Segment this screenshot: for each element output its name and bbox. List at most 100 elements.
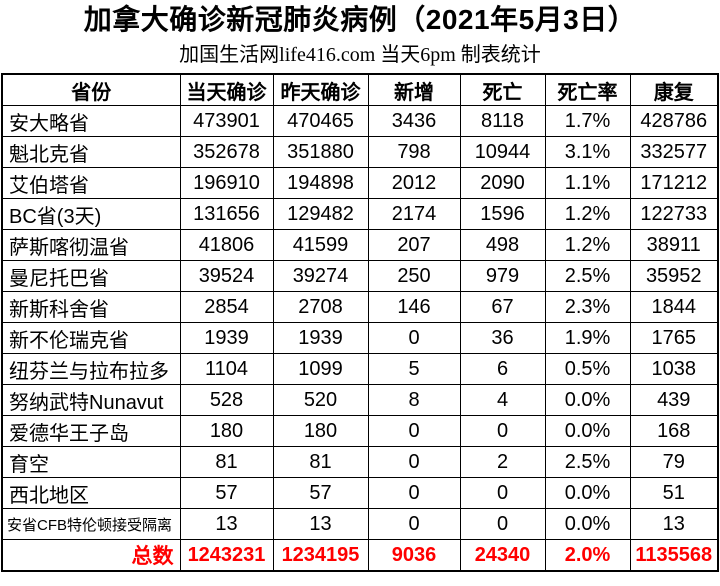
deaths-cell: 2090 [459,167,546,199]
province-name-cell: 努纳武特Nunavut [1,384,181,416]
header-recovered: 康复 [629,73,719,106]
deaths-cell: 67 [459,291,546,323]
deaths-cell: 979 [459,260,546,292]
province-name-cell: 西北地区 [1,477,181,509]
page-title: 加拿大确诊新冠肺炎病例（2021年5月3日） [83,4,637,35]
death-rate-cell: 3.1% [544,136,631,168]
table-header: 省份 当天确诊 昨天确诊 新增 死亡 死亡率 康复 [1,73,719,106]
death-rate-cell: 0.0% [544,415,631,447]
yesterday-confirmed-cell: 520 [272,384,369,416]
header-row: 省份 当天确诊 昨天确诊 新增 死亡 死亡率 康复 [1,73,719,106]
recovered-cell: 122733 [629,198,719,230]
header-deaths: 死亡 [459,73,546,106]
table-row: 萨斯喀彻温省 41806 41599 207 498 1.2% 38911 [1,229,719,261]
table-row: 安大略省 473901 470465 3436 8118 1.7% 428786 [1,105,719,137]
table-row: 爱德华王子岛 180 180 0 0 0.0% 168 [1,415,719,447]
today-confirmed-cell: 473901 [179,105,274,137]
page-subtitle: 加国生活网life416.com 当天6pm 制表统计 [179,44,541,66]
table-row: 西北地区 57 57 0 0 0.0% 51 [1,477,719,509]
new-cases-cell: 8 [367,384,461,416]
death-rate-cell: 0.0% [544,477,631,509]
province-name-cell: 育空 [1,446,181,478]
province-name-cell: BC省(3天) [1,198,181,230]
province-name-cell: 纽芬兰与拉布拉多 [1,353,181,385]
table-row: 艾伯塔省 196910 194898 2012 2090 1.1% 171212 [1,167,719,199]
today-confirmed-cell: 1939 [179,322,274,354]
province-name-cell: 新不伦瑞克省 [1,322,181,354]
total-recovered: 1135568 [629,539,719,572]
yesterday-confirmed-cell: 129482 [272,198,369,230]
today-confirmed-cell: 39524 [179,260,274,292]
yesterday-confirmed-cell: 2708 [272,291,369,323]
new-cases-cell: 207 [367,229,461,261]
header-yesterday-confirmed: 昨天确诊 [272,73,369,106]
deaths-cell: 6 [459,353,546,385]
new-cases-cell: 2012 [367,167,461,199]
death-rate-cell: 0.5% [544,353,631,385]
recovered-cell: 38911 [629,229,719,261]
today-confirmed-cell: 2854 [179,291,274,323]
province-name-cell: 艾伯塔省 [1,167,181,199]
death-rate-cell: 0.0% [544,384,631,416]
province-name-cell: 安省CFB特伦顿接受隔离 [1,508,181,540]
total-today-confirmed: 1243231 [179,539,274,572]
recovered-cell: 171212 [629,167,719,199]
death-rate-cell: 2.5% [544,446,631,478]
yesterday-confirmed-cell: 180 [272,415,369,447]
table-body: 安大略省 473901 470465 3436 8118 1.7% 428786… [1,105,719,540]
deaths-cell: 1596 [459,198,546,230]
table-row: 育空 81 81 0 2 2.5% 79 [1,446,719,478]
death-rate-cell: 1.9% [544,322,631,354]
death-rate-cell: 1.2% [544,229,631,261]
deaths-cell: 36 [459,322,546,354]
deaths-cell: 0 [459,415,546,447]
table-row: 努纳武特Nunavut 528 520 8 4 0.0% 439 [1,384,719,416]
deaths-cell: 2 [459,446,546,478]
yesterday-confirmed-cell: 13 [272,508,369,540]
deaths-cell: 10944 [459,136,546,168]
yesterday-confirmed-cell: 470465 [272,105,369,137]
death-rate-cell: 1.7% [544,105,631,137]
new-cases-cell: 250 [367,260,461,292]
recovered-cell: 168 [629,415,719,447]
province-name-cell: 曼尼托巴省 [1,260,181,292]
total-row: 总数 1243231 1234195 9036 24340 2.0% 11355… [1,539,719,572]
yesterday-confirmed-cell: 57 [272,477,369,509]
total-death-rate: 2.0% [544,539,631,572]
deaths-cell: 498 [459,229,546,261]
today-confirmed-cell: 196910 [179,167,274,199]
new-cases-cell: 0 [367,322,461,354]
recovered-cell: 51 [629,477,719,509]
recovered-cell: 35952 [629,260,719,292]
recovered-cell: 1038 [629,353,719,385]
recovered-cell: 79 [629,446,719,478]
yesterday-confirmed-cell: 39274 [272,260,369,292]
today-confirmed-cell: 528 [179,384,274,416]
deaths-cell: 0 [459,508,546,540]
today-confirmed-cell: 41806 [179,229,274,261]
yesterday-confirmed-cell: 41599 [272,229,369,261]
table-footer: 总数 1243231 1234195 9036 24340 2.0% 11355… [1,539,719,572]
recovered-cell: 428786 [629,105,719,137]
yesterday-confirmed-cell: 194898 [272,167,369,199]
today-confirmed-cell: 352678 [179,136,274,168]
deaths-cell: 4 [459,384,546,416]
recovered-cell: 1765 [629,322,719,354]
yesterday-confirmed-cell: 1099 [272,353,369,385]
death-rate-cell: 0.0% [544,508,631,540]
total-deaths: 24340 [459,539,546,572]
table-row: 纽芬兰与拉布拉多 1104 1099 5 6 0.5% 1038 [1,353,719,385]
new-cases-cell: 0 [367,415,461,447]
province-name-cell: 萨斯喀彻温省 [1,229,181,261]
province-name-cell: 魁北克省 [1,136,181,168]
today-confirmed-cell: 57 [179,477,274,509]
new-cases-cell: 0 [367,477,461,509]
new-cases-cell: 146 [367,291,461,323]
today-confirmed-cell: 13 [179,508,274,540]
table-row: 安省CFB特伦顿接受隔离 13 13 0 0 0.0% 13 [1,508,719,540]
yesterday-confirmed-cell: 81 [272,446,369,478]
table-row: 新斯科舍省 2854 2708 146 67 2.3% 1844 [1,291,719,323]
table-row: BC省(3天) 131656 129482 2174 1596 1.2% 122… [1,198,719,230]
covid-stats-table: 省份 当天确诊 昨天确诊 新增 死亡 死亡率 康复 安大略省 473901 47… [1,73,719,572]
death-rate-cell: 2.5% [544,260,631,292]
